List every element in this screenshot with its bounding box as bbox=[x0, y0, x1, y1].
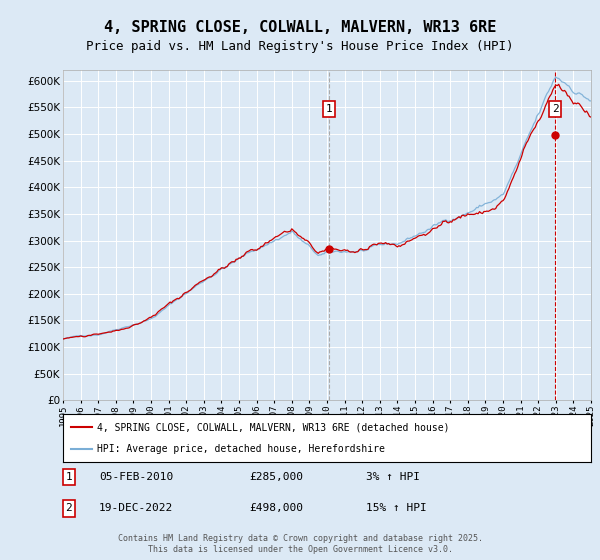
Text: Contains HM Land Registry data © Crown copyright and database right 2025.: Contains HM Land Registry data © Crown c… bbox=[118, 534, 482, 543]
Text: 15% ↑ HPI: 15% ↑ HPI bbox=[366, 503, 427, 514]
Text: £498,000: £498,000 bbox=[249, 503, 303, 514]
Text: 4, SPRING CLOSE, COLWALL, MALVERN, WR13 6RE (detached house): 4, SPRING CLOSE, COLWALL, MALVERN, WR13 … bbox=[97, 422, 450, 432]
Text: 1: 1 bbox=[65, 472, 73, 482]
Text: 3% ↑ HPI: 3% ↑ HPI bbox=[366, 472, 420, 482]
Text: £285,000: £285,000 bbox=[249, 472, 303, 482]
Text: 2: 2 bbox=[552, 104, 559, 114]
Text: 1: 1 bbox=[325, 104, 332, 114]
Text: 4, SPRING CLOSE, COLWALL, MALVERN, WR13 6RE: 4, SPRING CLOSE, COLWALL, MALVERN, WR13 … bbox=[104, 20, 496, 35]
Text: 19-DEC-2022: 19-DEC-2022 bbox=[99, 503, 173, 514]
Text: 05-FEB-2010: 05-FEB-2010 bbox=[99, 472, 173, 482]
Text: 2: 2 bbox=[65, 503, 73, 514]
Text: This data is licensed under the Open Government Licence v3.0.: This data is licensed under the Open Gov… bbox=[148, 545, 452, 554]
Text: HPI: Average price, detached house, Herefordshire: HPI: Average price, detached house, Here… bbox=[97, 444, 385, 454]
Text: Price paid vs. HM Land Registry's House Price Index (HPI): Price paid vs. HM Land Registry's House … bbox=[86, 40, 514, 53]
